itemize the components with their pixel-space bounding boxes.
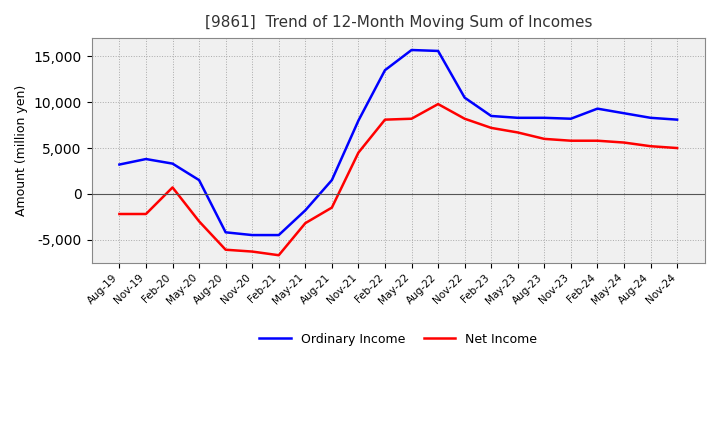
Net Income bbox=[328, 205, 336, 210]
Ordinary Income bbox=[593, 106, 602, 111]
Net Income bbox=[248, 249, 256, 254]
Ordinary Income bbox=[142, 156, 150, 161]
Net Income bbox=[460, 116, 469, 121]
Ordinary Income bbox=[381, 67, 390, 73]
Title: [9861]  Trend of 12-Month Moving Sum of Incomes: [9861] Trend of 12-Month Moving Sum of I… bbox=[204, 15, 592, 30]
Net Income bbox=[221, 247, 230, 253]
Ordinary Income bbox=[274, 232, 283, 238]
Net Income bbox=[168, 185, 177, 190]
Net Income bbox=[354, 150, 363, 155]
Net Income bbox=[593, 138, 602, 143]
Ordinary Income bbox=[433, 48, 442, 54]
Net Income bbox=[195, 219, 204, 224]
Net Income bbox=[433, 102, 442, 107]
Net Income bbox=[408, 116, 416, 121]
Line: Net Income: Net Income bbox=[120, 104, 677, 255]
Line: Ordinary Income: Ordinary Income bbox=[120, 50, 677, 235]
Ordinary Income bbox=[540, 115, 549, 121]
Ordinary Income bbox=[567, 116, 575, 121]
Net Income bbox=[647, 143, 655, 149]
Ordinary Income bbox=[248, 232, 256, 238]
Ordinary Income bbox=[647, 115, 655, 121]
Net Income bbox=[513, 130, 522, 135]
Net Income bbox=[567, 138, 575, 143]
Ordinary Income bbox=[168, 161, 177, 166]
Y-axis label: Amount (million yen): Amount (million yen) bbox=[15, 85, 28, 216]
Net Income bbox=[381, 117, 390, 122]
Ordinary Income bbox=[354, 118, 363, 123]
Ordinary Income bbox=[195, 177, 204, 183]
Ordinary Income bbox=[328, 177, 336, 183]
Ordinary Income bbox=[115, 162, 124, 167]
Ordinary Income bbox=[221, 230, 230, 235]
Net Income bbox=[672, 145, 681, 150]
Net Income bbox=[540, 136, 549, 142]
Net Income bbox=[115, 211, 124, 216]
Ordinary Income bbox=[408, 48, 416, 53]
Net Income bbox=[487, 125, 495, 131]
Ordinary Income bbox=[672, 117, 681, 122]
Net Income bbox=[620, 140, 629, 145]
Net Income bbox=[301, 220, 310, 226]
Ordinary Income bbox=[620, 110, 629, 116]
Net Income bbox=[142, 211, 150, 216]
Legend: Ordinary Income, Net Income: Ordinary Income, Net Income bbox=[254, 327, 542, 351]
Net Income bbox=[274, 253, 283, 258]
Ordinary Income bbox=[487, 114, 495, 119]
Ordinary Income bbox=[301, 208, 310, 213]
Ordinary Income bbox=[460, 95, 469, 100]
Ordinary Income bbox=[513, 115, 522, 121]
